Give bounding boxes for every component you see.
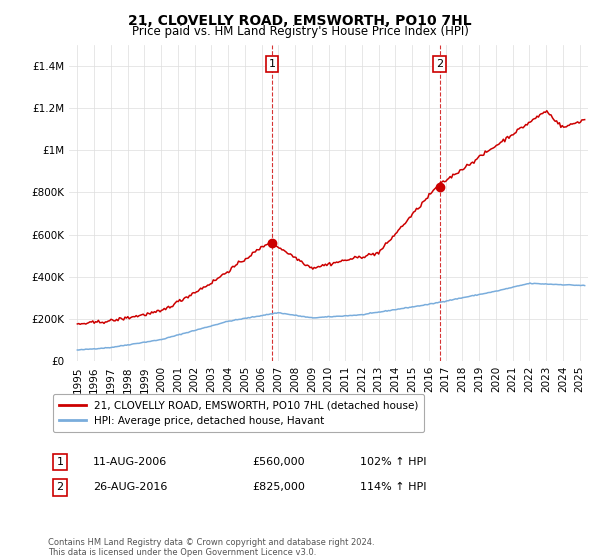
Text: 102% ↑ HPI: 102% ↑ HPI: [360, 457, 427, 467]
Text: 2: 2: [436, 59, 443, 69]
Legend: 21, CLOVELLY ROAD, EMSWORTH, PO10 7HL (detached house), HPI: Average price, deta: 21, CLOVELLY ROAD, EMSWORTH, PO10 7HL (d…: [53, 394, 424, 432]
Text: 1: 1: [56, 457, 64, 467]
Text: 114% ↑ HPI: 114% ↑ HPI: [360, 482, 427, 492]
Text: 26-AUG-2016: 26-AUG-2016: [93, 482, 167, 492]
Text: Contains HM Land Registry data © Crown copyright and database right 2024.
This d: Contains HM Land Registry data © Crown c…: [48, 538, 374, 557]
Text: 2: 2: [56, 482, 64, 492]
Text: 11-AUG-2006: 11-AUG-2006: [93, 457, 167, 467]
Text: £825,000: £825,000: [252, 482, 305, 492]
Text: 1: 1: [268, 59, 275, 69]
Text: Price paid vs. HM Land Registry's House Price Index (HPI): Price paid vs. HM Land Registry's House …: [131, 25, 469, 38]
Text: 21, CLOVELLY ROAD, EMSWORTH, PO10 7HL: 21, CLOVELLY ROAD, EMSWORTH, PO10 7HL: [128, 14, 472, 28]
Text: £560,000: £560,000: [252, 457, 305, 467]
